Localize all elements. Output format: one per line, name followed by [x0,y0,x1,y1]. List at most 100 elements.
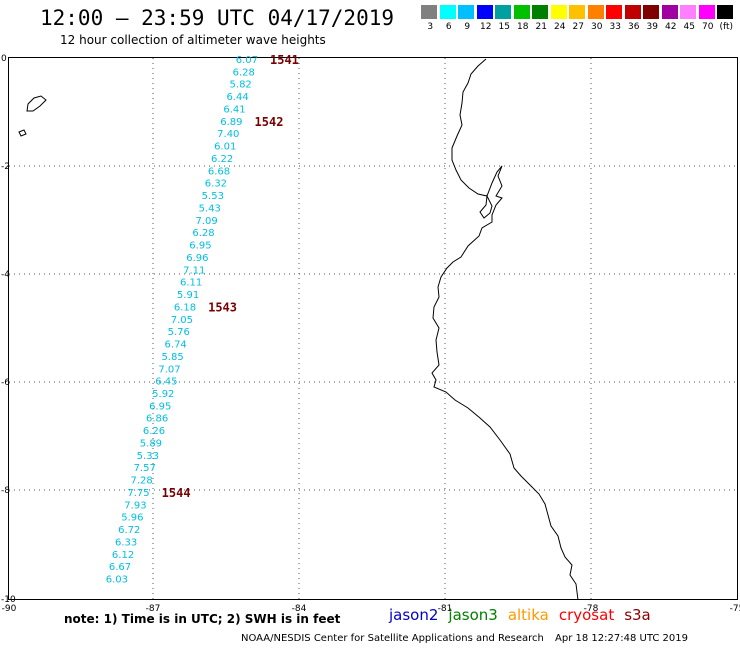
wave-height-value: 7.75 [127,488,149,499]
legend-label: 27 [572,22,584,32]
legend-swatch [439,5,457,19]
footer: NOAA/NESDIS Center for Satellite Applica… [241,633,688,644]
axis-labels: -90 -87 -84 -81 -78 -75 0 -2 -4 -6 -8 -10 [1,54,740,614]
legend-swatch [661,5,679,19]
wave-height-value: 6.45 [155,377,177,388]
legend-swatch [698,5,716,19]
satellite-name: cryosat [558,606,615,624]
legend-swatch [550,5,568,19]
legend-label: 45 [683,22,695,32]
x-tick-label: -84 [292,604,307,614]
wave-height-value: 5.33 [137,451,159,462]
legend-swatch [606,5,623,19]
wave-height-value: 6.44 [226,92,248,103]
legend-swatch [421,5,438,19]
wave-height-value: 6.72 [118,525,140,536]
wave-height-value: 6.33 [115,537,137,548]
color-legend: 3 6 9 12 15 18 21 24 27 30 33 36 39 42 45 70 (ft) [421,5,737,37]
legend-label: 15 [498,22,510,32]
y-tick-label: -4 [1,270,10,280]
map-title: 12:00 – 23:59 UTC 04/17/2019 [40,6,395,30]
legend-label: 36 [628,22,640,32]
legend-swatch [717,5,734,19]
x-tick-label: -78 [584,604,599,614]
x-tick-label: -90 [2,604,17,614]
x-tick-label: -87 [146,604,161,614]
island-mainland-bay [479,194,493,219]
satellite-legend: jason2 jason3 altika cryosat s3a [389,606,661,624]
island-galapagos-small [18,129,27,137]
wave-height-value: 6.03 [106,575,128,586]
wave-height-value: 5.92 [152,389,174,400]
legend-label: 42 [665,22,677,32]
legend-label: 12 [480,22,492,32]
map-grid [9,58,737,600]
wave-height-value: 5.91 [177,290,199,301]
wave-height-value: 5.85 [161,352,183,363]
legend-label: 30 [591,22,603,32]
satellite-name: jason3 [448,606,498,624]
map-frame [8,57,738,600]
legend-label: 6 [445,22,452,32]
wave-height-value: 6.28 [233,67,255,78]
legend-swatch [476,5,494,19]
pass-number: 1541 [270,53,299,67]
wave-height-value: 5.89 [140,438,162,449]
wave-height-value: 5.96 [121,513,143,524]
wave-height-value: 7.07 [158,364,180,375]
legend-swatch [458,5,475,19]
wave-height-value: 7.40 [217,129,239,140]
wave-height-value: 6.07 [236,55,258,66]
legend-swatch [532,5,549,19]
pass-number: 1542 [255,115,284,129]
y-tick-label: -6 [1,378,10,388]
wave-height-labels: 6.076.285.826.446.416.897.406.016.226.68… [106,55,258,586]
wave-height-value: 7.28 [130,476,152,487]
wave-height-value: 6.68 [208,166,230,177]
wave-height-value: 6.11 [180,278,202,289]
wave-height-value: 5.82 [230,80,252,91]
legend-label: 24 [554,22,566,32]
coastline [18,58,579,601]
legend-label: 33 [609,22,621,32]
legend-swatch [587,5,605,19]
y-tick-label: -10 [1,595,16,605]
y-tick-label: 0 [1,54,7,64]
legend-label: 70 [702,22,714,32]
pass-number: 1544 [162,486,191,500]
wave-height-value: 6.18 [174,302,196,313]
coastline-mainland [431,58,579,601]
wave-height-value: 6.95 [189,241,211,252]
wave-height-value: 7.09 [195,216,217,227]
y-tick-label: -2 [1,162,10,172]
wave-height-value: 6.96 [186,253,208,264]
wave-height-value: 6.26 [143,426,165,437]
map-subtitle: 12 hour collection of altimeter wave hei… [60,33,326,47]
legend-swatch [643,5,660,19]
wave-height-value: 5.76 [168,327,190,338]
legend-swatch [624,5,642,19]
legend-swatch [569,5,586,19]
wave-height-value: 7.05 [171,315,193,326]
footer-timestamp: Apr 18 12:27:48 UTC 2019 [555,633,688,644]
pass-number: 1543 [208,300,237,314]
legend-swatch [513,5,531,19]
satellite-name: altika [507,606,549,624]
wave-height-value: 6.67 [109,562,131,573]
legend-swatch [495,5,512,19]
legend-label: 18 [517,22,529,32]
legend-label: (ft) [719,22,734,32]
legend-label: 39 [646,22,658,32]
wave-height-value: 6.95 [149,401,171,412]
wave-height-value: 6.41 [223,104,245,115]
wave-height-value: 6.22 [211,154,233,165]
wave-height-value: 7.93 [124,500,146,511]
pass-number-labels: 1541 1542 1543 1544 [162,53,299,500]
units-note: note: 1) Time is in UTC; 2) SWH is in fe… [64,612,341,626]
legend-label: 3 [427,22,434,32]
satellite-name: s3a [624,606,651,624]
wave-height-value: 6.74 [165,340,187,351]
wave-height-value: 6.12 [112,550,134,561]
wave-height-value: 6.86 [146,414,168,425]
